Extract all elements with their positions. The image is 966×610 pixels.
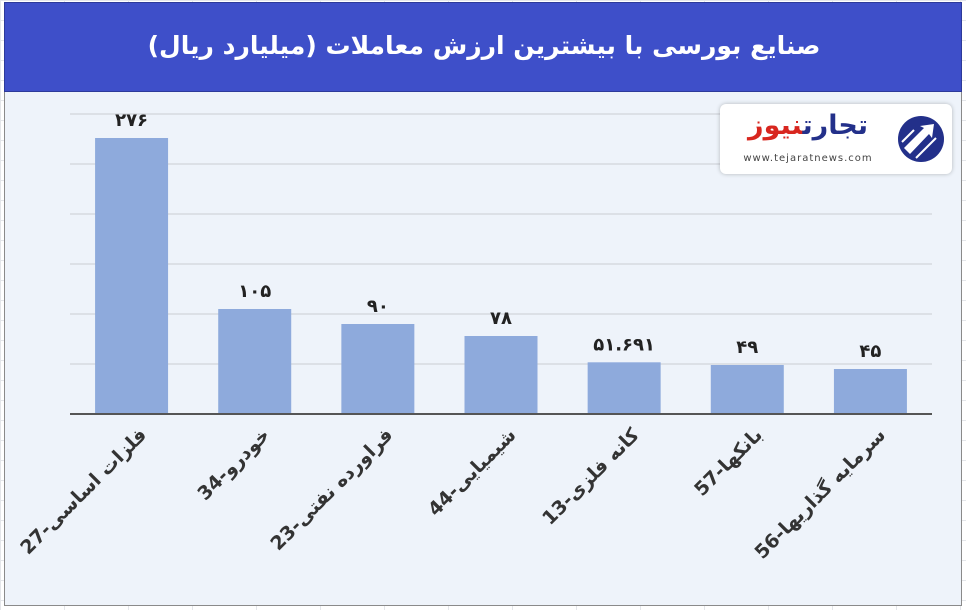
category-label: 13-کانه فلزی <box>538 423 644 529</box>
category-label: 23-فراورده نفتی <box>266 424 397 555</box>
value-label: ۵۱.۶۹۱ <box>593 334 655 355</box>
value-label: ۴۹ <box>736 337 758 358</box>
logo-name: تجارتنیوز <box>728 110 888 141</box>
category-label: 44-شیمیایی <box>424 424 521 521</box>
bars <box>95 138 907 414</box>
category-label: 56-سرمایه گذاریها <box>750 423 890 563</box>
chart-title: صنایع بورسی با بیشترین ارزش معاملات (میل… <box>147 31 821 60</box>
value-label: ۴۵ <box>859 341 881 362</box>
category-label: 34-خودرو <box>193 424 274 505</box>
value-labels: ۲۷۶ ۱۰۵ ۹۰ ۷۸ ۵۱.۶۹۱ ۴۹ ۴۵ <box>115 110 881 362</box>
title-bar: صنایع بورسی با بیشترین ارزش معاملات (میل… <box>4 2 962 92</box>
bar <box>833 369 907 414</box>
bar <box>218 309 292 414</box>
category-label: 57-بانکها <box>690 424 767 501</box>
bar <box>587 362 661 414</box>
category-label: 27-فلزات اساسی <box>16 424 151 559</box>
bar <box>341 324 415 414</box>
logo-name-part1: تجارت <box>802 110 868 141</box>
bar <box>710 365 784 414</box>
value-label: ۹۰ <box>367 296 389 317</box>
value-label: ۲۷۶ <box>115 110 148 131</box>
logo-url: www.tejaratnews.com <box>743 153 873 164</box>
globe-arrow-icon <box>898 116 944 162</box>
logo-name-part2: نیوز <box>748 110 803 141</box>
bar <box>95 138 169 414</box>
tejaratnews-logo: تجارتنیوز www.tejaratnews.com <box>720 104 952 174</box>
value-label: ۱۰۵ <box>238 281 271 302</box>
bar <box>464 336 538 414</box>
value-label: ۷۸ <box>490 308 512 329</box>
